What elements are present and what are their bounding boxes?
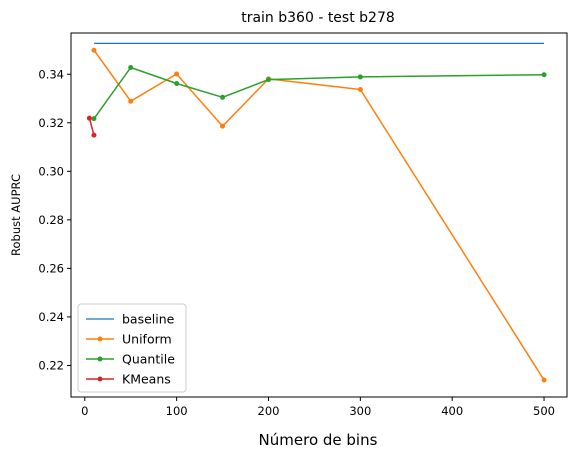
data-point-kmeans (86, 115, 92, 121)
data-point-uniform (357, 87, 363, 93)
y-tick-label: 0.22 (38, 358, 64, 372)
data-point-quantile (265, 77, 271, 83)
legend-marker-kmeans (97, 376, 103, 382)
x-tick-label: 400 (441, 404, 463, 418)
x-tick-label: 100 (166, 404, 188, 418)
data-point-quantile (128, 64, 134, 70)
legend-label-quantile: Quantile (122, 352, 175, 367)
x-tick-label: 300 (349, 404, 371, 418)
x-tick-label: 0 (81, 404, 88, 418)
x-tick-label: 500 (533, 404, 555, 418)
data-point-uniform (541, 377, 547, 383)
x-tick-label: 200 (258, 404, 280, 418)
y-tick-label: 0.34 (38, 67, 64, 81)
data-point-uniform (128, 98, 134, 104)
data-point-quantile (91, 116, 97, 122)
y-tick-label: 0.26 (38, 261, 64, 275)
y-tick-label: 0.30 (38, 164, 64, 178)
data-point-quantile (220, 94, 226, 100)
data-point-quantile (174, 80, 180, 86)
y-axis-label: Robust AUPRC (9, 174, 23, 256)
series-line-kmeans (88, 118, 95, 136)
legend-label-uniform: Uniform (122, 332, 172, 347)
y-tick-label: 0.24 (38, 310, 64, 324)
data-point-quantile (357, 74, 363, 80)
legend-marker-quantile (97, 356, 103, 362)
data-point-uniform (91, 47, 97, 53)
x-axis: 0 100 200 300 400 500 (81, 397, 555, 418)
x-axis-label: Número de bins (259, 431, 378, 449)
y-tick-label: 0.32 (38, 116, 64, 130)
y-tick-label: 0.28 (38, 213, 64, 227)
legend-label-baseline: baseline (122, 312, 175, 327)
chart-title: train b360 - test b278 (241, 10, 395, 26)
legend-marker-uniform (97, 336, 103, 342)
legend-label-kmeans: KMeans (122, 372, 171, 387)
legend-box (77, 303, 187, 393)
y-axis: 0.22 0.24 0.26 0.28 0.30 0.32 0.34 (38, 67, 71, 372)
data-point-uniform (220, 123, 226, 129)
data-point-uniform (174, 71, 180, 77)
data-point-kmeans (91, 132, 97, 138)
series-line-quantile (93, 66, 545, 120)
plot-lines (86, 42, 547, 383)
plot-frame (70, 32, 568, 398)
data-point-quantile (541, 72, 547, 78)
legend: baseline Uniform Quantile KMeans (77, 303, 187, 393)
